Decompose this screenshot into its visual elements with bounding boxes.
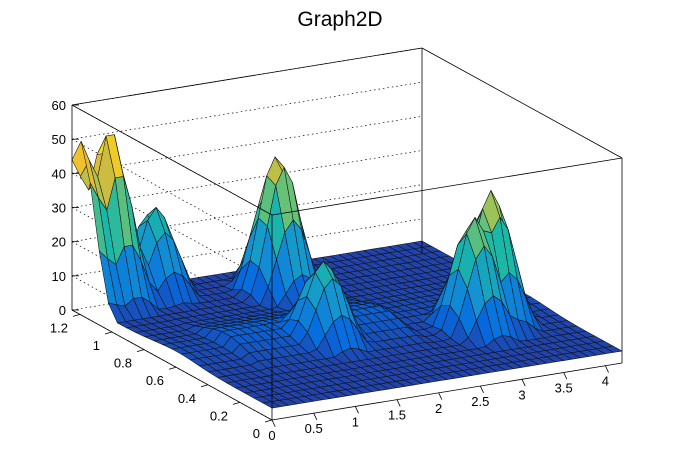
axis-ticks: 0 0.5 1 1.5 2 2.5 3 3.5 400.20.40.60.811.2010203… xyxy=(50,98,609,443)
z-tick-label: 20 xyxy=(52,235,66,250)
grid-line-z xyxy=(71,115,423,174)
x-tick xyxy=(479,385,484,394)
y-tick-label: 1 xyxy=(93,338,100,353)
box-edge xyxy=(71,47,423,106)
z-tick-label: 0 xyxy=(59,303,66,318)
x-tick xyxy=(354,406,359,414)
x-tick-label: 1 xyxy=(352,414,359,429)
y-tick xyxy=(72,314,81,317)
y-tick-label: 0.8 xyxy=(114,356,132,371)
z-tick-label: 40 xyxy=(52,166,66,181)
grid-line-z xyxy=(71,173,273,284)
x-tick-label: 2.5 xyxy=(471,394,489,409)
y-tick-label: 0 xyxy=(253,426,260,441)
x-tick-label: 2 xyxy=(435,401,442,416)
x-tick-label: 3.5 xyxy=(555,381,573,396)
grid-line-z xyxy=(71,138,273,250)
x-tick xyxy=(563,372,568,380)
box-edge xyxy=(71,309,273,421)
x-tick xyxy=(438,392,443,400)
x-tick-label: 1.5 xyxy=(388,408,406,423)
box-edge xyxy=(271,157,623,216)
x-tick xyxy=(396,399,401,407)
chart-title: Graph2D xyxy=(297,8,382,31)
x-tick-label: 0 xyxy=(268,428,275,443)
z-tick-label: 60 xyxy=(52,98,66,113)
x-tick xyxy=(271,419,276,427)
z-tick-label: 10 xyxy=(52,269,66,284)
x-tick xyxy=(313,413,318,421)
box-edge xyxy=(421,47,623,159)
x-tick xyxy=(521,379,526,387)
box-edge xyxy=(71,104,273,216)
y-tick xyxy=(264,419,273,423)
y-tick-label: 1.2 xyxy=(50,320,68,335)
y-tick-label: 0.6 xyxy=(146,373,164,388)
y-tick-label: 0.4 xyxy=(178,391,196,406)
y-tick xyxy=(136,349,145,352)
x-tick-label: 4 xyxy=(602,374,609,389)
y-tick xyxy=(168,366,177,370)
y-tick-label: 0.2 xyxy=(210,408,228,423)
x-tick-label: 0.5 xyxy=(305,421,323,436)
x-tick-label: 3 xyxy=(518,387,525,402)
grid-line-z xyxy=(71,81,423,140)
y-tick xyxy=(200,384,209,388)
y-tick xyxy=(232,402,241,405)
surface-cell xyxy=(604,345,623,353)
surface-plot xyxy=(71,134,623,409)
z-tick-label: 30 xyxy=(52,201,66,216)
z-tick-label: 50 xyxy=(52,132,66,147)
y-tick xyxy=(104,331,113,335)
x-tick xyxy=(604,365,609,373)
grid-line-z xyxy=(71,150,423,208)
